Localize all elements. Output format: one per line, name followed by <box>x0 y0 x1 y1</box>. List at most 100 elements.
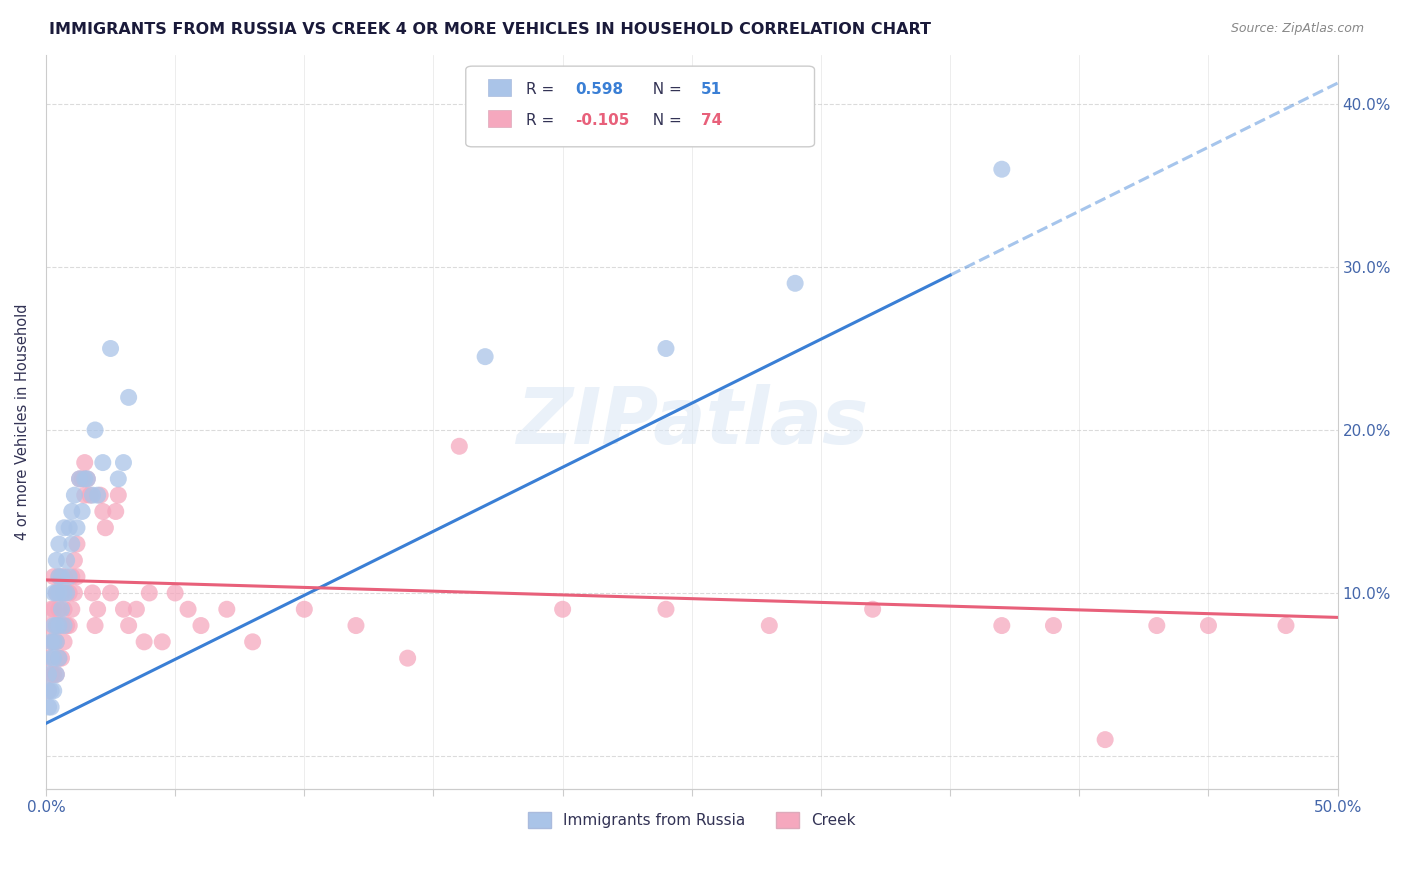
Point <box>48 618 70 632</box>
Point <box>84 618 107 632</box>
Point <box>39 635 62 649</box>
Point <box>134 635 156 649</box>
Point <box>82 586 104 600</box>
Point <box>39 635 62 649</box>
Point <box>39 700 62 714</box>
Point <box>45 586 67 600</box>
Point <box>396 651 419 665</box>
Y-axis label: 4 or more Vehicles in Household: 4 or more Vehicles in Household <box>15 303 30 540</box>
Point <box>42 602 65 616</box>
Point <box>63 553 86 567</box>
Point <box>48 586 70 600</box>
Point <box>51 602 73 616</box>
Point <box>104 504 127 518</box>
Point <box>91 456 114 470</box>
Point <box>60 602 83 616</box>
Point <box>58 586 80 600</box>
Point <box>107 488 129 502</box>
Point <box>38 683 60 698</box>
Point <box>38 700 60 714</box>
Text: ZIPatlas: ZIPatlas <box>516 384 868 460</box>
Point <box>344 618 367 632</box>
Point <box>39 651 62 665</box>
Text: 51: 51 <box>700 82 721 97</box>
Point <box>39 602 62 616</box>
Point <box>45 667 67 681</box>
Legend: Immigrants from Russia, Creek: Immigrants from Russia, Creek <box>520 804 863 836</box>
Point <box>84 423 107 437</box>
Point <box>138 586 160 600</box>
Point <box>79 488 101 502</box>
Point <box>38 651 60 665</box>
Point <box>1094 732 1116 747</box>
Point <box>58 569 80 583</box>
Text: 74: 74 <box>700 113 723 128</box>
Point <box>42 651 65 665</box>
Point <box>53 521 76 535</box>
Point <box>1146 618 1168 632</box>
Point <box>45 618 67 632</box>
Point <box>73 488 96 502</box>
Point <box>42 618 65 632</box>
Point <box>53 586 76 600</box>
Text: Source: ZipAtlas.com: Source: ZipAtlas.com <box>1230 22 1364 36</box>
Point <box>39 667 62 681</box>
Point <box>48 569 70 583</box>
Point <box>758 618 780 632</box>
Point <box>70 472 93 486</box>
Text: 0.598: 0.598 <box>575 82 624 97</box>
Point <box>112 456 135 470</box>
Text: R =: R = <box>526 82 560 97</box>
FancyBboxPatch shape <box>488 110 510 127</box>
Point <box>45 635 67 649</box>
Point <box>100 342 122 356</box>
Point <box>48 651 70 665</box>
Text: IMMIGRANTS FROM RUSSIA VS CREEK 4 OR MORE VEHICLES IN HOUSEHOLD CORRELATION CHAR: IMMIGRANTS FROM RUSSIA VS CREEK 4 OR MOR… <box>49 22 931 37</box>
Point <box>42 683 65 698</box>
Point <box>474 350 496 364</box>
Point <box>785 277 807 291</box>
Point <box>91 504 114 518</box>
Point <box>39 683 62 698</box>
Text: N =: N = <box>643 113 686 128</box>
Point <box>66 537 89 551</box>
Point <box>66 521 89 535</box>
Point <box>51 618 73 632</box>
Point <box>55 586 77 600</box>
Point <box>48 569 70 583</box>
Point <box>38 618 60 632</box>
Point <box>38 683 60 698</box>
Point <box>53 602 76 616</box>
Point <box>112 602 135 616</box>
Point <box>42 635 65 649</box>
Point <box>45 635 67 649</box>
Point <box>66 569 89 583</box>
Point <box>165 586 187 600</box>
Point <box>69 472 91 486</box>
Point <box>53 635 76 649</box>
Point <box>55 586 77 600</box>
Point <box>991 618 1014 632</box>
Point <box>190 618 212 632</box>
Point <box>292 602 315 616</box>
Point <box>82 488 104 502</box>
Point <box>242 635 264 649</box>
Point <box>45 586 67 600</box>
Point <box>51 569 73 583</box>
Point <box>55 553 77 567</box>
Point <box>991 162 1014 177</box>
Point <box>60 504 83 518</box>
Point <box>38 667 60 681</box>
FancyBboxPatch shape <box>465 66 814 147</box>
Point <box>53 569 76 583</box>
Point <box>45 667 67 681</box>
Point <box>45 553 67 567</box>
Point <box>58 618 80 632</box>
Point <box>42 635 65 649</box>
Point <box>655 342 678 356</box>
Point <box>63 488 86 502</box>
Point <box>862 602 884 616</box>
Point <box>107 472 129 486</box>
Point <box>42 667 65 681</box>
Point <box>70 504 93 518</box>
